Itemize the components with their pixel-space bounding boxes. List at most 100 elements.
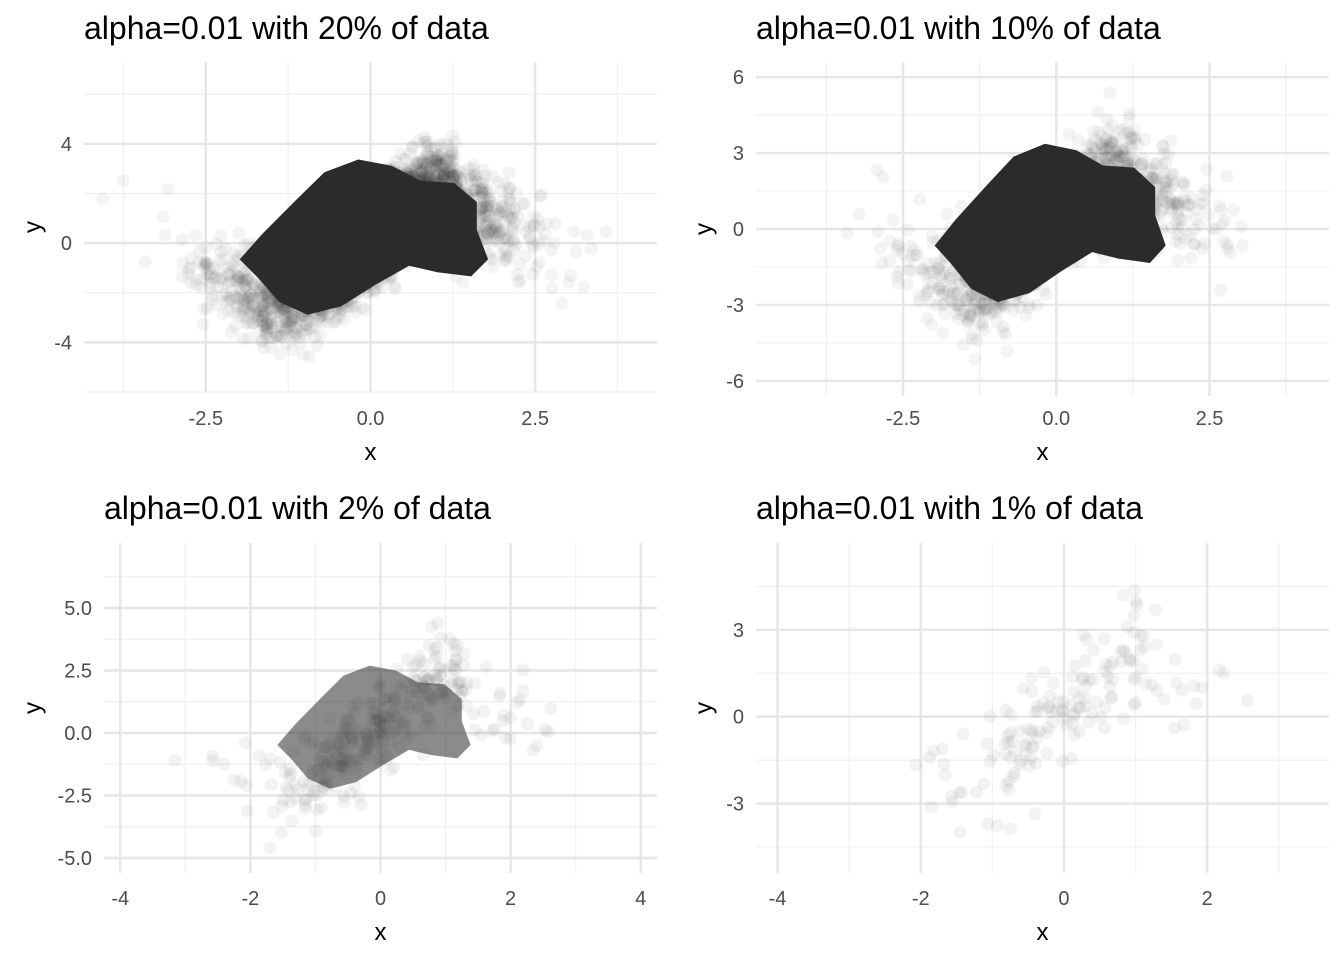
data-point: [445, 154, 459, 168]
data-point: [420, 148, 434, 162]
data-point: [533, 190, 547, 203]
data-point: [199, 256, 213, 270]
data-point: [274, 309, 288, 323]
data-point: [436, 159, 449, 173]
data-point: [238, 280, 252, 294]
data-point: [420, 148, 434, 162]
data-point: [302, 314, 316, 328]
data-point: [482, 204, 496, 218]
data-point: [231, 299, 245, 312]
data-point: [333, 308, 347, 322]
data-point: [484, 223, 498, 237]
data-point: [295, 325, 309, 339]
data-point: [216, 288, 229, 302]
data-point: [462, 162, 476, 176]
data-point: [241, 302, 255, 316]
data-point: [288, 329, 302, 343]
data-point: [435, 147, 449, 161]
data-point: [261, 317, 274, 331]
data-point: [406, 161, 420, 175]
data-point: [270, 328, 284, 342]
data-point: [192, 244, 206, 258]
data-point: [443, 164, 457, 178]
data-point: [547, 236, 561, 250]
data-point: [540, 217, 554, 231]
data-point: [281, 320, 295, 334]
data-point: [219, 295, 233, 309]
data-point: [270, 329, 284, 343]
data-point: [240, 296, 254, 310]
data-point: [257, 341, 271, 355]
data-point: [288, 326, 302, 340]
data-point: [421, 135, 435, 149]
data-point: [246, 299, 260, 312]
data-point: [278, 308, 292, 322]
data-point: [287, 311, 301, 325]
data-point: [499, 229, 513, 243]
data-point: [507, 204, 521, 218]
data-point: [241, 290, 255, 304]
data-point: [436, 171, 449, 184]
data-point: [414, 156, 428, 170]
data-point: [454, 172, 467, 185]
data-point: [485, 227, 499, 241]
data-point: [418, 169, 432, 183]
data-point: [192, 255, 206, 269]
data-point: [468, 183, 482, 197]
data-point: [477, 163, 491, 177]
data-point: [314, 310, 328, 324]
data-point: [475, 201, 488, 215]
data-point: [225, 258, 239, 272]
chart-title-1: alpha=0.01 with 20% of data: [84, 10, 489, 46]
data-point: [258, 309, 272, 323]
data-point: [480, 215, 494, 229]
data-point: [438, 171, 452, 185]
data-point: [235, 275, 249, 289]
data-point: [490, 208, 503, 222]
data-point: [488, 217, 502, 231]
data-point: [483, 214, 497, 228]
data-point: [230, 291, 244, 305]
data-point: [292, 330, 306, 344]
data-point: [430, 168, 444, 182]
data-point: [481, 199, 495, 213]
data-point: [236, 302, 250, 316]
data-point: [204, 281, 217, 295]
data-point: [417, 135, 431, 149]
data-point: [503, 196, 517, 210]
data-point: [200, 258, 213, 272]
data-point: [420, 158, 434, 172]
data-point: [279, 311, 292, 325]
data-point: [246, 278, 260, 292]
data-point: [430, 165, 444, 179]
data-point: [284, 312, 298, 326]
data-point: [236, 304, 250, 318]
data-point: [485, 199, 499, 213]
data-point: [271, 320, 285, 334]
data-point: [511, 209, 525, 223]
data-point: [443, 164, 457, 178]
data-point: [205, 288, 219, 302]
data-point: [532, 237, 546, 251]
data-point: [261, 314, 275, 328]
data-point: [477, 228, 491, 242]
data-point: [429, 171, 443, 185]
data-point: [198, 255, 212, 269]
data-point: [200, 301, 214, 315]
data-point: [439, 166, 453, 180]
data-point: [225, 293, 239, 307]
data-point: [438, 136, 452, 150]
data-point: [288, 310, 302, 324]
data-point: [426, 169, 440, 183]
data-point: [511, 268, 525, 281]
data-point: [466, 158, 480, 172]
data-point: [523, 229, 536, 243]
chart-title-3: alpha=0.01 with 2% of data: [104, 490, 491, 526]
data-point: [474, 211, 488, 225]
data-point: [435, 151, 449, 165]
data-point: [337, 313, 351, 327]
data-point: [358, 303, 372, 317]
data-point: [264, 302, 278, 316]
data-point: [301, 311, 315, 325]
